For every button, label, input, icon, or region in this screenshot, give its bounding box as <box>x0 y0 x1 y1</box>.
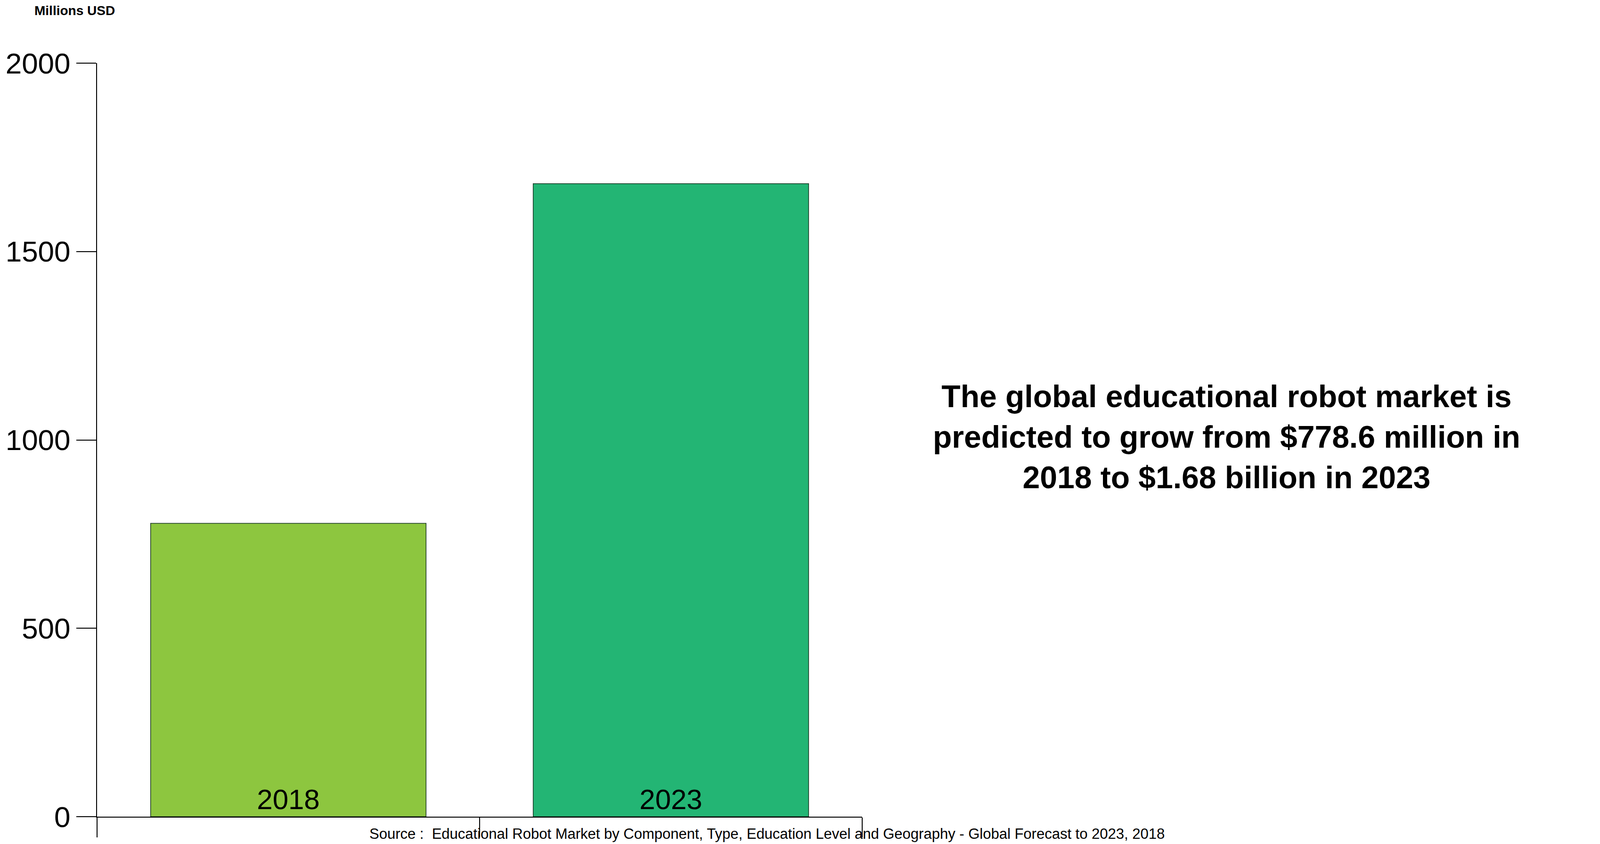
svg-text:500: 500 <box>21 612 71 645</box>
svg-text:0: 0 <box>54 800 71 833</box>
svg-text:1000: 1000 <box>5 423 71 457</box>
svg-text:2023: 2023 <box>639 783 703 816</box>
svg-text:2018: 2018 <box>256 783 320 816</box>
svg-text:2000: 2000 <box>5 47 71 80</box>
svg-text:Source : Educational Robot Ma: Source : Educational Robot Market by Com… <box>369 825 1165 842</box>
svg-text:The global educational robot m: The global educational robot market ispr… <box>932 378 1521 495</box>
svg-text:Millions USD: Millions USD <box>34 3 115 18</box>
svg-text:1500: 1500 <box>5 235 71 268</box>
